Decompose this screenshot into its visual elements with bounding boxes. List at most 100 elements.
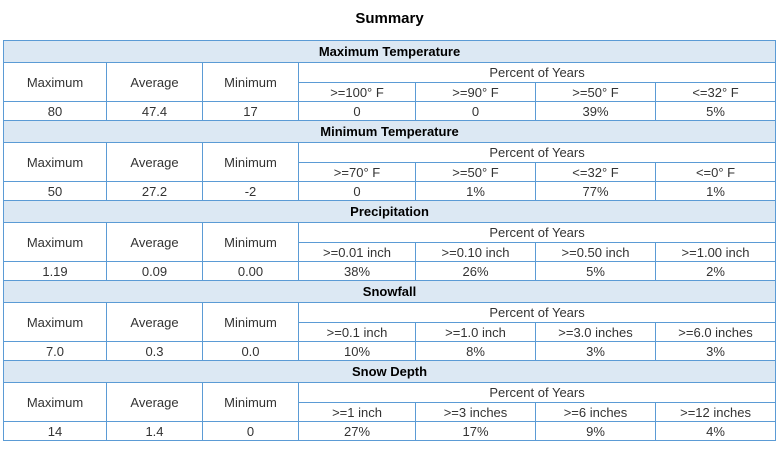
average-value: 47.4 xyxy=(106,101,203,121)
maximum-label: Maximum xyxy=(3,222,107,262)
column-label-row: Maximum Average Minimum Percent of Years xyxy=(3,62,777,102)
column-label-row: Maximum Average Minimum Percent of Years xyxy=(3,302,777,342)
percent-value: 1% xyxy=(654,181,777,201)
threshold-cell: >=0.01 inch xyxy=(298,242,416,262)
average-value: 1.4 xyxy=(106,421,203,441)
percent-value: 0 xyxy=(298,101,416,121)
threshold-cell: <=32° F xyxy=(535,162,656,182)
minimum-value: 17 xyxy=(202,101,299,121)
percent-value: 0 xyxy=(415,101,536,121)
section-header: Precipitation xyxy=(2,200,777,223)
page-title: Summary xyxy=(355,10,424,27)
percent-value: 10% xyxy=(298,341,416,361)
value-row: 1.19 0.09 0.00 38% 26% 5% 2% xyxy=(3,261,777,281)
maximum-value: 7.0 xyxy=(3,341,107,361)
maximum-value: 50 xyxy=(3,181,107,201)
threshold-cell: >=1 inch xyxy=(298,402,416,422)
threshold-cell: >=1.0 inch xyxy=(415,322,536,342)
percent-value: 26% xyxy=(415,261,536,281)
threshold-cell: <=32° F xyxy=(654,82,777,102)
threshold-cell: >=50° F xyxy=(535,82,656,102)
percent-of-years-label: Percent of Years xyxy=(297,382,777,403)
percent-value: 38% xyxy=(298,261,416,281)
table-body: Maximum Temperature Maximum Average Minimum… xyxy=(2,40,777,441)
percent-value: 3% xyxy=(654,341,777,361)
threshold-cell: >=6 inches xyxy=(535,402,656,422)
section-title: Minimum Temperature xyxy=(2,120,777,143)
value-row: 50 27.2 -2 0 1% 77% 1% xyxy=(3,181,777,201)
percent-value: 17% xyxy=(415,421,536,441)
maximum-label: Maximum xyxy=(3,62,107,102)
section-title: Snow Depth xyxy=(2,360,777,383)
threshold-cell: >=1.00 inch xyxy=(654,242,777,262)
minimum-label: Minimum xyxy=(202,382,299,422)
percent-value: 1% xyxy=(415,181,536,201)
value-row: 7.0 0.3 0.0 10% 8% 3% 3% xyxy=(3,341,777,361)
threshold-row: >=0.01 inch >=0.10 inch >=0.50 inch >=1.00 … xyxy=(4,242,777,262)
average-label: Average xyxy=(106,62,203,102)
column-label-row: Maximum Average Minimum Percent of Years xyxy=(3,382,777,422)
minimum-label: Minimum xyxy=(202,142,299,182)
minimum-value: -2 xyxy=(202,181,299,201)
maximum-label: Maximum xyxy=(3,142,107,182)
threshold-cell: >=3.0 inches xyxy=(535,322,656,342)
percent-value: 27% xyxy=(298,421,416,441)
threshold-cell: <=0° F xyxy=(654,162,777,182)
percent-value: 77% xyxy=(535,181,656,201)
summary-table: Maximum Temperature Maximum Average Minimum… xyxy=(2,40,777,441)
minimum-value: 0.00 xyxy=(202,261,299,281)
section-header: Minimum Temperature xyxy=(2,120,777,143)
percent-value: 2% xyxy=(654,261,777,281)
threshold-row: >=1 inch >=3 inches >=6 inches >=12 inches xyxy=(4,402,777,422)
section-title: Maximum Temperature xyxy=(2,40,777,63)
section-header: Maximum Temperature xyxy=(2,40,777,63)
minimum-value: 0.0 xyxy=(202,341,299,361)
threshold-cell: >=3 inches xyxy=(415,402,536,422)
threshold-cell: >=100° F xyxy=(298,82,416,102)
value-row: 80 47.4 17 0 0 39% 5% xyxy=(3,101,777,121)
maximum-label: Maximum xyxy=(3,382,107,422)
threshold-cell: >=50° F xyxy=(415,162,536,182)
column-label-row: Maximum Average Minimum Percent of Years xyxy=(3,142,777,182)
section-header: Snow Depth xyxy=(2,360,777,383)
percent-value: 3% xyxy=(535,341,656,361)
percent-value: 0 xyxy=(298,181,416,201)
threshold-cell: >=90° F xyxy=(415,82,536,102)
value-row: 14 1.4 0 27% 17% 9% 4% xyxy=(3,421,777,441)
percent-value: 9% xyxy=(535,421,656,441)
maximum-value: 14 xyxy=(3,421,107,441)
column-label-row: Maximum Average Minimum Percent of Years xyxy=(3,222,777,262)
average-label: Average xyxy=(106,142,203,182)
average-value: 0.3 xyxy=(106,341,203,361)
percent-of-years-label: Percent of Years xyxy=(297,62,777,83)
minimum-label: Minimum xyxy=(202,62,299,102)
minimum-label: Minimum xyxy=(202,302,299,342)
section-title: Snowfall xyxy=(2,280,777,303)
percent-of-years-label: Percent of Years xyxy=(297,302,777,323)
threshold-cell: >=6.0 inches xyxy=(654,322,777,342)
maximum-value: 80 xyxy=(3,101,107,121)
threshold-cell: >=0.10 inch xyxy=(415,242,536,262)
percent-value: 5% xyxy=(535,261,656,281)
percent-of-years-label: Percent of Years xyxy=(297,222,777,243)
percent-value: 8% xyxy=(415,341,536,361)
section-title: Precipitation xyxy=(2,200,777,223)
threshold-row: >=0.1 inch >=1.0 inch >=3.0 inches >=6.0 in… xyxy=(4,322,777,342)
average-label: Average xyxy=(106,302,203,342)
threshold-cell: >=0.1 inch xyxy=(298,322,416,342)
threshold-cell: >=70° F xyxy=(298,162,416,182)
average-label: Average xyxy=(106,382,203,422)
percent-of-years-label: Percent of Years xyxy=(297,142,777,163)
maximum-label: Maximum xyxy=(3,302,107,342)
section-header: Snowfall xyxy=(2,280,777,303)
maximum-value: 1.19 xyxy=(3,261,107,281)
threshold-cell: >=0.50 inch xyxy=(535,242,656,262)
average-value: 27.2 xyxy=(106,181,203,201)
average-label: Average xyxy=(106,222,203,262)
percent-value: 39% xyxy=(535,101,656,121)
average-value: 0.09 xyxy=(106,261,203,281)
threshold-cell: >=12 inches xyxy=(654,402,777,422)
minimum-label: Minimum xyxy=(202,222,299,262)
minimum-value: 0 xyxy=(202,421,299,441)
